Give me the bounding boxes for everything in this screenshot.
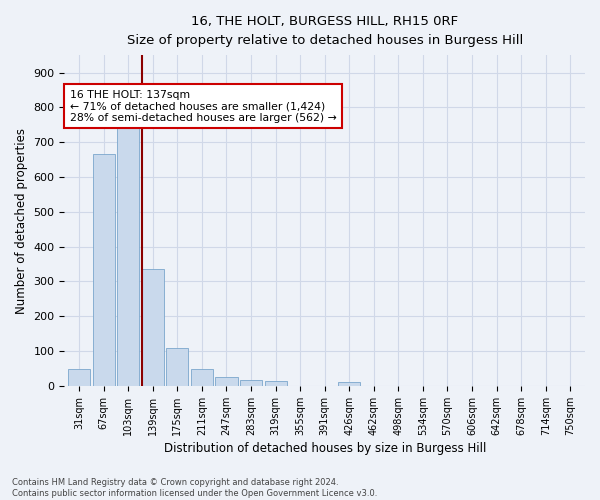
Title: 16, THE HOLT, BURGESS HILL, RH15 0RF
Size of property relative to detached house: 16, THE HOLT, BURGESS HILL, RH15 0RF Siz… bbox=[127, 15, 523, 47]
Bar bbox=[338, 382, 361, 386]
Bar bbox=[191, 368, 213, 386]
Y-axis label: Number of detached properties: Number of detached properties bbox=[15, 128, 28, 314]
X-axis label: Distribution of detached houses by size in Burgess Hill: Distribution of detached houses by size … bbox=[164, 442, 486, 455]
Text: Contains HM Land Registry data © Crown copyright and database right 2024.
Contai: Contains HM Land Registry data © Crown c… bbox=[12, 478, 377, 498]
Bar bbox=[68, 368, 90, 386]
Bar bbox=[92, 154, 115, 386]
Bar bbox=[240, 380, 262, 386]
Bar bbox=[166, 348, 188, 386]
Bar bbox=[117, 125, 139, 386]
Text: 16 THE HOLT: 137sqm
← 71% of detached houses are smaller (1,424)
28% of semi-det: 16 THE HOLT: 137sqm ← 71% of detached ho… bbox=[70, 90, 337, 123]
Bar bbox=[265, 382, 287, 386]
Bar bbox=[215, 378, 238, 386]
Bar bbox=[142, 270, 164, 386]
